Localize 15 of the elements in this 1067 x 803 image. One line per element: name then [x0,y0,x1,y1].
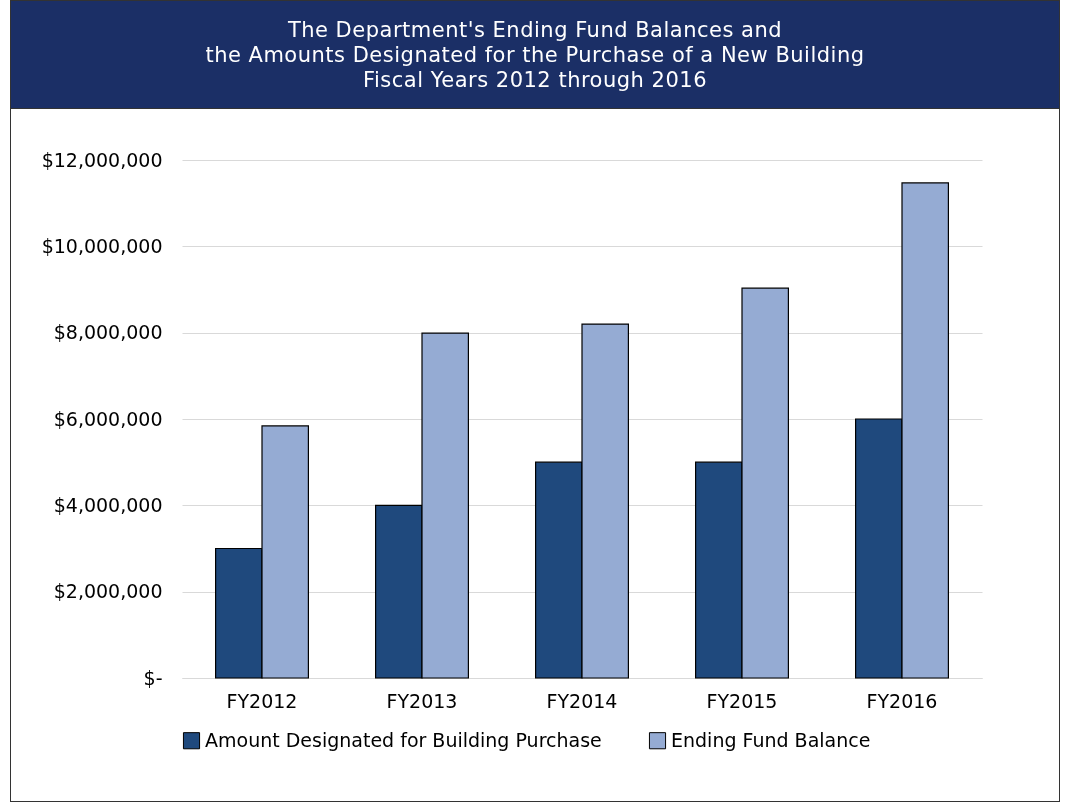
x-tick-label: FY2016 [866,689,938,712]
x-tick-label: FY2014 [546,689,618,712]
y-tick-label: $6,000,000 [53,407,163,430]
y-tick-label: $12,000,000 [41,148,163,171]
legend-label: Amount Designated for Building Purchase [205,728,602,751]
y-tick-label: $10,000,000 [41,234,163,257]
y-tick-label: $- [143,666,163,689]
x-tick-label: FY2015 [706,689,778,712]
legend-label: Ending Fund Balance [671,728,871,751]
y-tick-label: $2,000,000 [53,580,163,603]
y-tick-label: $4,000,000 [53,493,163,516]
chart-title: The Department's Ending Fund Balances and the Amounts Designated for the Purchase of a New Building Fiscal Years 2012 through 2016 [204,18,866,93]
x-tick-label: FY2012 [226,689,298,712]
x-tick-label: FY2013 [386,689,458,712]
y-tick-label: $8,000,000 [53,321,163,344]
